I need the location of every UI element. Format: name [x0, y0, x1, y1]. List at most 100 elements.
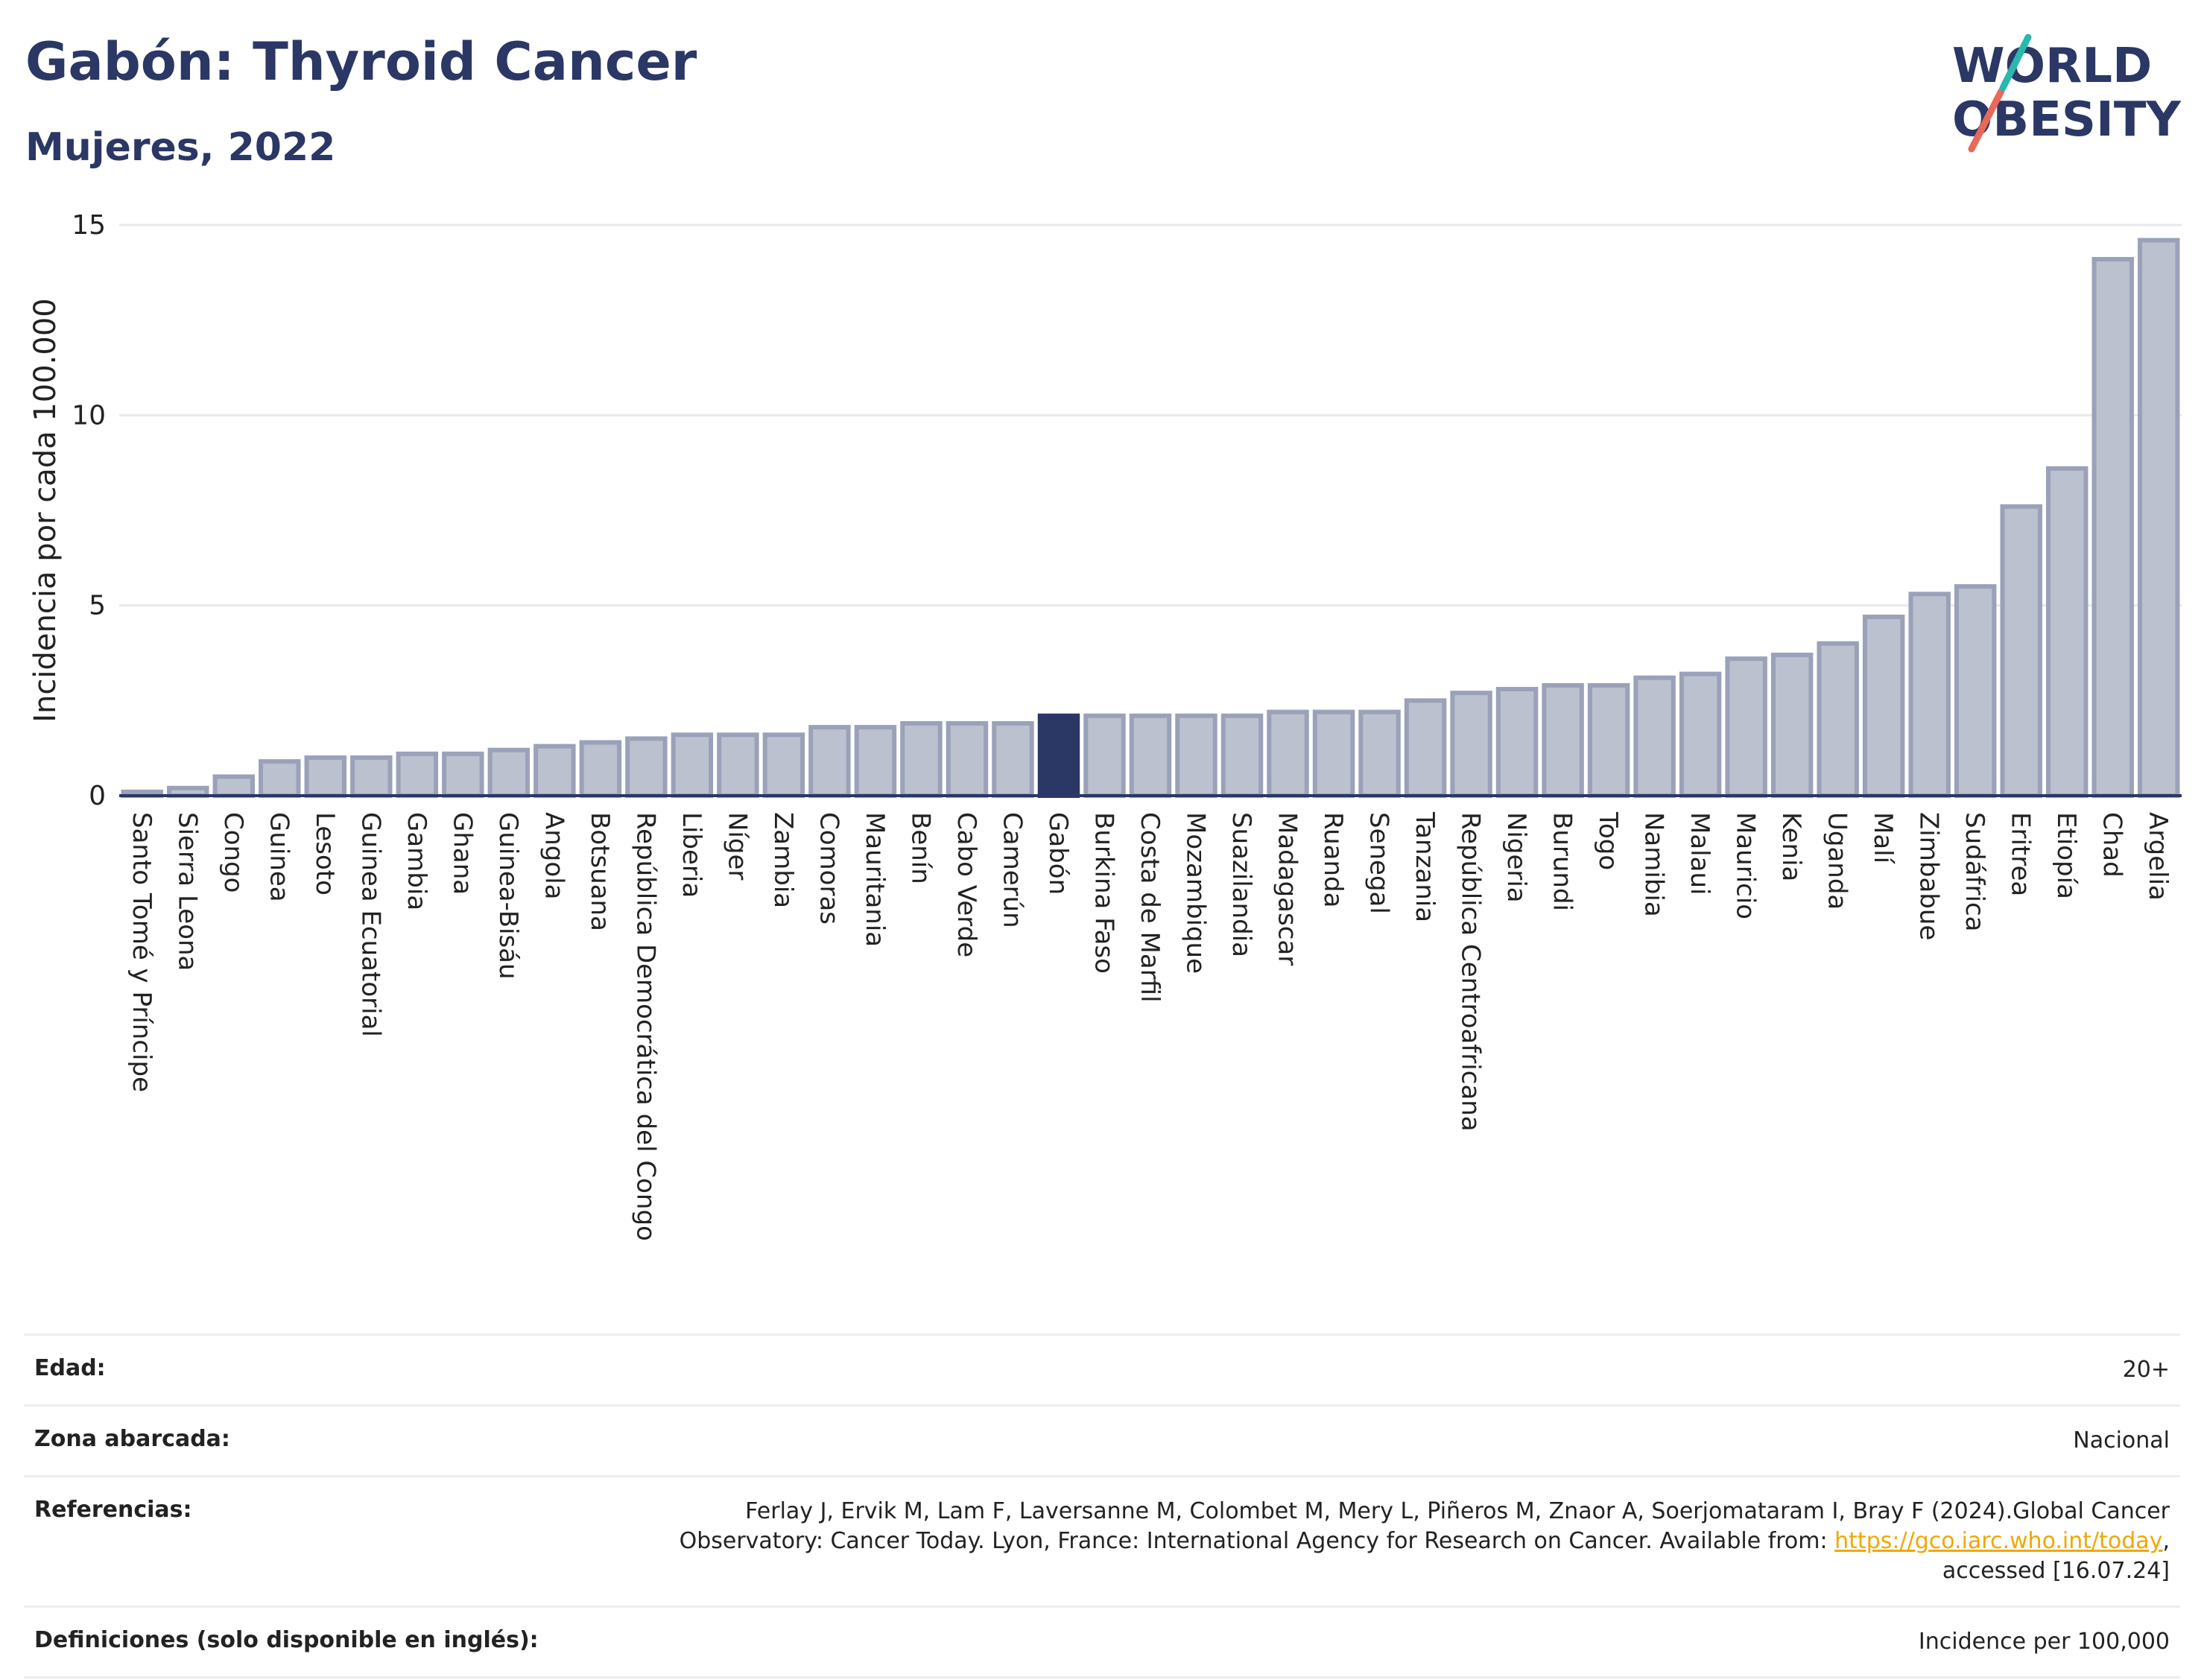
x-tick-label: Suazilandia	[1226, 812, 1256, 957]
x-tick-label: Etiopía	[2051, 812, 2081, 899]
x-tick-label: Angola	[539, 812, 569, 899]
x-tick-label: Uganda	[1823, 812, 1852, 910]
bar-togo	[1587, 682, 1630, 799]
x-tick-label: Togo	[1593, 811, 1623, 870]
y-tick-label: 10	[72, 400, 106, 431]
bar-namibia	[1633, 675, 1676, 799]
x-tick-label: Guinea Ecuatorial	[355, 812, 385, 1037]
bar-botsuana	[579, 740, 622, 798]
ref-link[interactable]: https://gco.iarc.who.int/today	[1834, 1528, 2163, 1554]
x-tick-label: Sudáfrica	[1960, 812, 1989, 931]
x-tick-label: Congo	[218, 812, 248, 893]
chart-subtitle: Mujeres, 2022	[25, 125, 336, 170]
x-tick-label: Guinea-Bisáu	[493, 812, 523, 980]
ref-text2: Observatory: Cancer Today. Lyon, France:…	[679, 1528, 1835, 1554]
bar-gambia	[396, 751, 439, 798]
bar-argelia	[2138, 238, 2180, 798]
x-tick-label: Burkina Faso	[1089, 812, 1118, 974]
x-tick-label: República Centroafricana	[1456, 812, 1486, 1132]
bar-ruanda	[1312, 709, 1355, 798]
bar-burundi	[1542, 682, 1584, 799]
x-tick-label: Chad	[2097, 812, 2127, 878]
info-table: Edad: 20+ Zona abarcada: Nacional Refere…	[24, 1334, 2180, 1679]
bar-uganda	[1817, 641, 1859, 798]
y-tick-label: 0	[89, 781, 106, 811]
logo-line2: OBESITY	[1952, 92, 2181, 148]
bar-congo	[212, 774, 255, 799]
x-tick-label: Sierra Leona	[172, 812, 202, 971]
bar-níger	[717, 732, 759, 798]
chart-title: Gabón: Thyroid Cancer	[25, 31, 697, 92]
zona-label: Zona abarcada:	[34, 1426, 230, 1452]
bar-malaui	[1679, 671, 1722, 798]
bar-zimbabue	[1908, 592, 1951, 798]
x-tick-label: Eritrea	[2006, 812, 2036, 896]
x-tick-label: Santo Tomé y Príncipe	[127, 812, 156, 1092]
bar-tanzania	[1404, 698, 1447, 798]
x-tick-label: Ruanda	[1318, 812, 1348, 907]
x-tick-label: Gabón	[1043, 812, 1073, 895]
bar-chad	[2091, 256, 2134, 798]
info-row-referencias: Referencias: Ferlay J, Ervik M, Lam F, L…	[24, 1475, 2180, 1605]
x-axis-ticks: Santo Tomé y Príncipe Sierra Leona Congo Gu…	[127, 811, 2173, 1241]
x-tick-label: Namibia	[1639, 812, 1669, 917]
x-tick-label: Botsuana	[585, 812, 615, 931]
x-tick-label: Malaui	[1685, 812, 1714, 895]
edad-label: Edad:	[34, 1355, 106, 1381]
ref-label: Referencias:	[34, 1497, 192, 1523]
x-tick-label: Lesoto	[310, 812, 340, 896]
x-tick-label: Níger	[722, 812, 752, 880]
bar-sudáfrica	[1954, 584, 1997, 799]
info-row-edad: Edad: 20+	[24, 1334, 2180, 1404]
x-tick-label: Tanzania	[1410, 811, 1440, 922]
bar-suazilandia	[1220, 713, 1264, 799]
x-tick-label: Comoras	[814, 812, 843, 925]
bar-mozambique	[1175, 713, 1217, 799]
bar-zambia	[762, 732, 805, 798]
y-tick-label: 5	[89, 591, 106, 621]
x-tick-label: Ghana	[447, 812, 477, 895]
bar-senegal	[1358, 709, 1401, 798]
x-tick-label: Mauricio	[1731, 812, 1761, 919]
bar-comoras	[808, 725, 851, 799]
x-tick-label: Senegal	[1364, 812, 1394, 914]
x-tick-label: Mauritania	[860, 812, 890, 947]
bar-guinea	[259, 759, 301, 798]
bar-etiopía	[2046, 466, 2089, 798]
x-tick-label: Nigeria	[1501, 812, 1531, 903]
bar-benín	[900, 720, 943, 798]
y-tick-label: 15	[72, 210, 106, 241]
bar-guinea-bisáu	[487, 747, 531, 798]
x-tick-label: Malí	[1868, 812, 1898, 865]
world-obesity-logo: WORLD OBESITY	[1952, 34, 2181, 153]
x-tick-label: Benín	[905, 812, 935, 884]
def-label: Definiciones (solo disponible en inglés)…	[34, 1627, 539, 1653]
y-axis-label: Incidencia por cada 100.000	[28, 298, 63, 723]
edad-value: 20+	[2122, 1357, 2170, 1383]
bar-malí	[1862, 614, 1905, 799]
bar-angola	[533, 744, 576, 799]
bar-eritrea	[2000, 504, 2042, 798]
info-row-zona: Zona abarcada: Nacional	[24, 1404, 2180, 1475]
ref-text3: ,	[2162, 1528, 2170, 1554]
x-tick-label: República Democrática del Congo	[630, 812, 660, 1241]
x-tick-label: Argelia	[2143, 812, 2173, 901]
bars	[121, 238, 2180, 799]
bar-república-democrática-del-congo	[625, 736, 668, 799]
bar-camerún	[992, 720, 1034, 798]
bar-madagascar	[1267, 709, 1309, 798]
x-tick-label: Zimbabue	[1914, 812, 1944, 940]
bar-liberia	[671, 732, 714, 798]
bar-república-centroafricana	[1450, 691, 1492, 798]
x-tick-label: Liberia	[677, 812, 706, 898]
bar-mauritania	[854, 725, 897, 799]
bar-kenia	[1770, 653, 1814, 799]
ref-text4: accessed [16.07.24]	[1942, 1558, 2170, 1584]
bar-guinea-ecuatorial	[350, 755, 393, 799]
bar-costa-de-marfil	[1129, 713, 1172, 799]
x-tick-label: Mozambique	[1181, 812, 1211, 974]
bar-mauricio	[1725, 656, 1767, 798]
x-tick-label: Madagascar	[1273, 812, 1302, 966]
bar-burkina-faso	[1083, 713, 1126, 799]
logo-slash-coral	[1968, 87, 2005, 153]
